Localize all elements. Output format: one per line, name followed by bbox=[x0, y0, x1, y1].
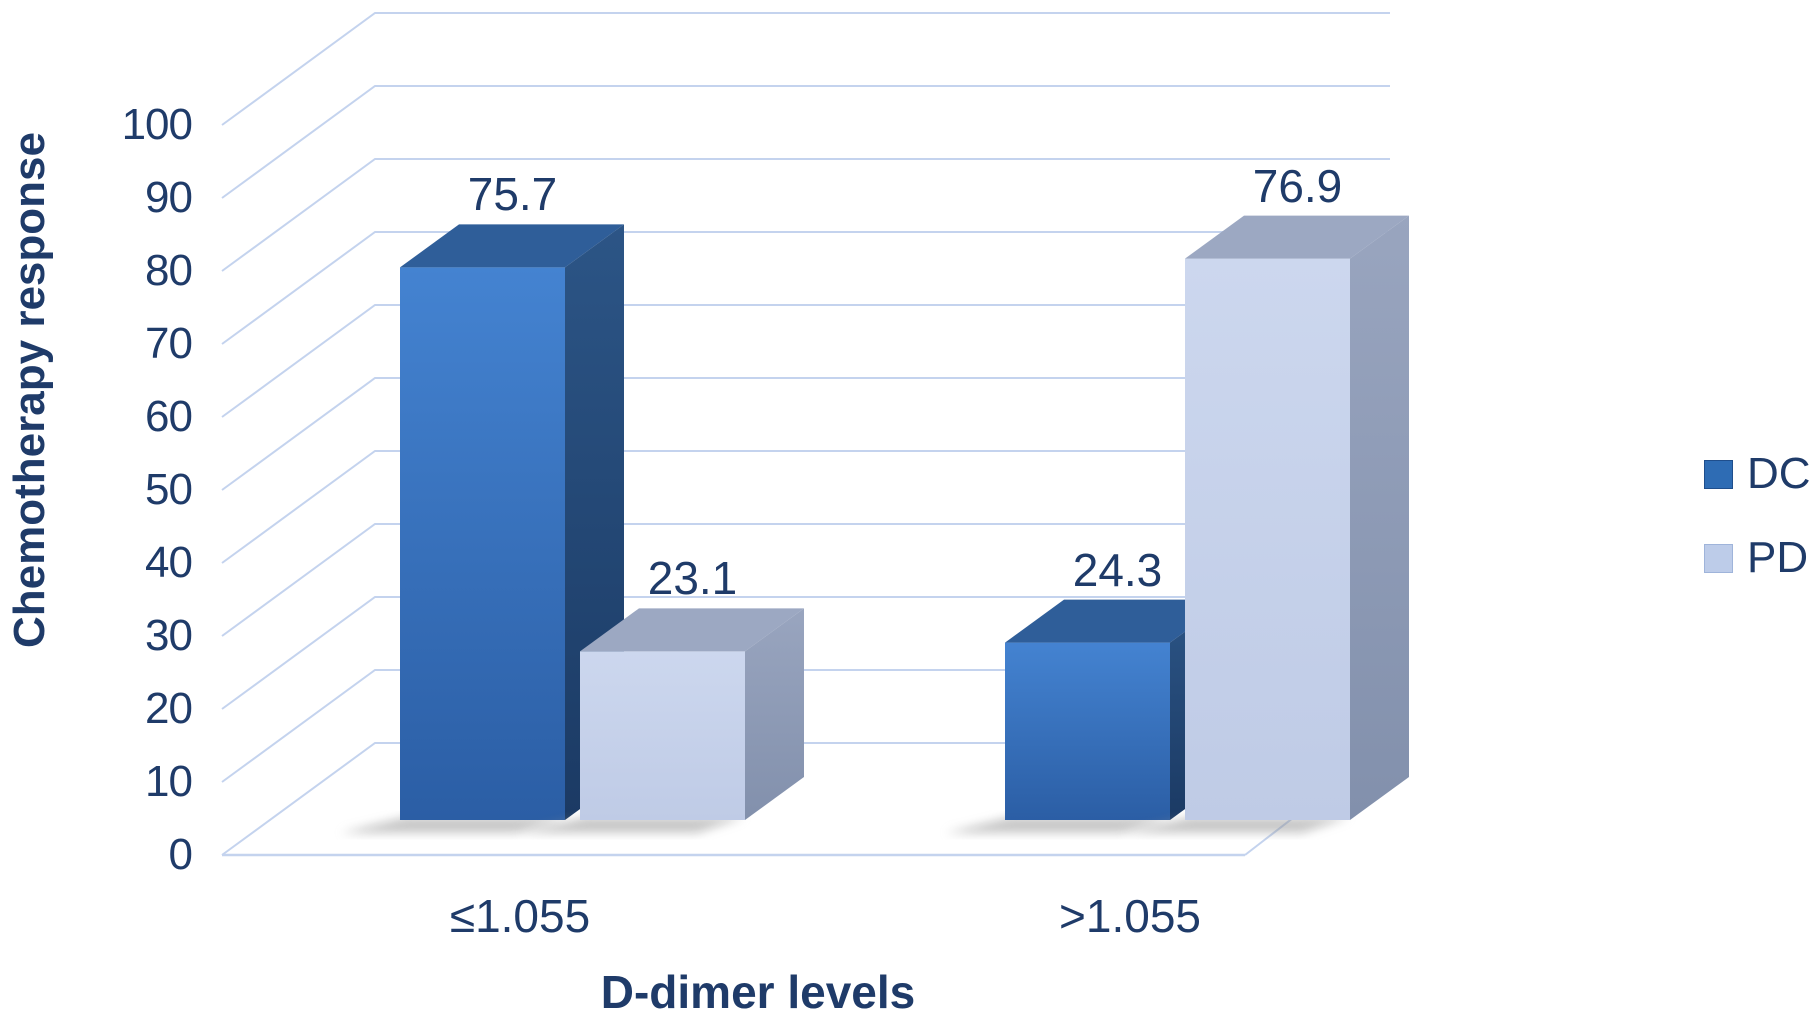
bar-side-face bbox=[745, 608, 804, 820]
legend-item-dc[interactable]: DC bbox=[1704, 449, 1811, 499]
x-axis-title: D-dimer levels bbox=[600, 966, 916, 1018]
bar-top-face bbox=[1185, 215, 1409, 259]
legend-swatch-pd bbox=[1704, 543, 1733, 573]
value-label-pd-cat0: 23.1 bbox=[647, 552, 738, 605]
legend-label: DC bbox=[1747, 449, 1811, 498]
y-tick-label-40: 40 bbox=[145, 538, 193, 587]
legend-item-pd[interactable]: PD bbox=[1704, 533, 1808, 583]
bar-top-face bbox=[580, 608, 804, 652]
gridline bbox=[221, 450, 1390, 564]
gridline bbox=[221, 85, 1390, 199]
legend-label: PD bbox=[1747, 533, 1809, 582]
category-label-1: >1.055 bbox=[1059, 890, 1201, 942]
bar-front-face bbox=[1005, 642, 1170, 820]
value-label-dc-cat0: 75.7 bbox=[467, 168, 558, 221]
y-tick-label-90: 90 bbox=[145, 173, 193, 222]
y-tick-label-30: 30 bbox=[145, 611, 193, 660]
y-tick-label-10: 10 bbox=[145, 757, 193, 806]
y-tick-label-0: 0 bbox=[168, 830, 194, 879]
y-tick-label-20: 20 bbox=[145, 684, 193, 733]
value-label-dc-cat1: 24.3 bbox=[1072, 543, 1163, 596]
bar-front-face bbox=[1185, 258, 1350, 820]
y-tick-label-60: 60 bbox=[145, 392, 193, 441]
bar-front-face bbox=[580, 651, 745, 820]
bar-side-face bbox=[1350, 215, 1409, 820]
y-axis-title: Chemotherapy response bbox=[5, 132, 54, 648]
category-label-0: ≤1.055 bbox=[449, 890, 591, 942]
gridline bbox=[221, 231, 1390, 345]
gridline bbox=[221, 12, 1390, 126]
y-tick-label-70: 70 bbox=[145, 319, 193, 368]
gridline bbox=[221, 304, 1390, 418]
bar-shadow bbox=[520, 817, 745, 833]
gridline bbox=[221, 523, 1390, 637]
value-label-pd-cat1: 76.9 bbox=[1252, 159, 1343, 212]
bar-pd-cat0[interactable] bbox=[580, 608, 804, 820]
gridline bbox=[221, 596, 1390, 710]
bar-dc-cat0[interactable] bbox=[400, 224, 624, 820]
bar-front-face bbox=[400, 267, 565, 820]
bar-shadow bbox=[945, 817, 1170, 833]
bar-shadow bbox=[1125, 817, 1350, 833]
gridline bbox=[221, 377, 1390, 491]
bar-shadow bbox=[340, 817, 565, 833]
bar-top-face bbox=[1005, 599, 1229, 643]
y-tick-label-100: 100 bbox=[121, 100, 193, 149]
gridline bbox=[221, 158, 1390, 272]
legend-swatch-dc bbox=[1704, 459, 1733, 489]
y-tick-label-50: 50 bbox=[145, 465, 193, 514]
bar-pd-cat1[interactable] bbox=[1185, 215, 1409, 820]
bar-top-face bbox=[400, 224, 624, 268]
y-tick-label-80: 80 bbox=[145, 246, 193, 295]
